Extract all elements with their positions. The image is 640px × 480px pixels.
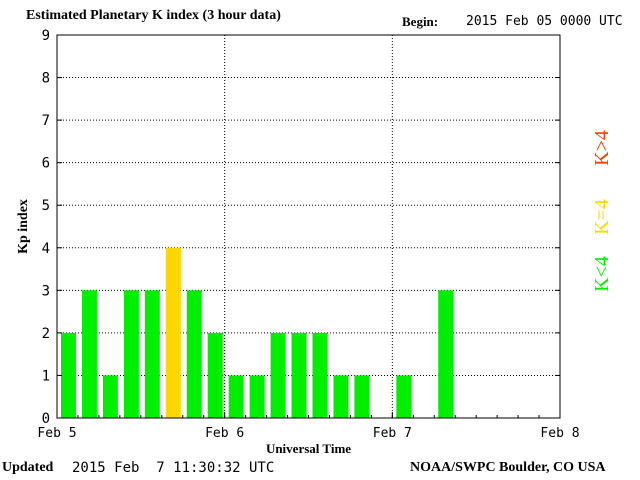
kp-bar [102, 375, 118, 418]
kp-bar [144, 290, 160, 418]
kp-bar [81, 290, 97, 418]
kp-bar [270, 332, 286, 418]
y-tick-label: 6 [42, 156, 50, 172]
x-tick-label: Feb 5 [37, 426, 76, 441]
begin-value: 2015 Feb 05 0000 UTC [466, 14, 623, 29]
kp-bar [291, 332, 307, 418]
y-tick-label: 2 [42, 326, 50, 342]
kp-bar [186, 290, 202, 418]
chart-title: Estimated Planetary K index (3 hour data… [26, 8, 281, 23]
legend-item: K>4 [591, 130, 613, 166]
y-tick-label: 7 [42, 113, 50, 129]
y-tick-label: 0 [42, 411, 50, 427]
kp-bar [207, 332, 223, 418]
kp-bar [312, 332, 328, 418]
x-tick-label: Feb 6 [205, 426, 244, 441]
x-tick-label: Feb 8 [540, 426, 579, 441]
kp-bar [123, 290, 139, 418]
y-tick-label: 1 [42, 368, 50, 384]
kp-bar [438, 290, 454, 418]
updated-timestamp: 2015 Feb 7 11:30:32 UTC [72, 460, 275, 476]
begin-label: Begin: [402, 14, 439, 29]
kp-bar [228, 375, 244, 418]
legend-item: K=4 [591, 199, 613, 235]
kp-bar [61, 332, 76, 418]
credit-text: NOAA/SWPC Boulder, CO USA [410, 460, 606, 475]
updated-label: Updated [2, 460, 54, 475]
y-axis-label: Kp index [16, 199, 31, 254]
y-tick-label: 5 [42, 198, 50, 214]
kp-bar [333, 375, 349, 418]
y-tick-label: 9 [42, 28, 50, 44]
y-tick-label: 8 [42, 71, 50, 87]
x-axis-label: Universal Time [266, 441, 351, 456]
kp-bar [165, 247, 181, 418]
kp-bar [396, 375, 412, 418]
x-tick-label: Feb 7 [373, 426, 412, 441]
kp-bar [249, 375, 265, 418]
y-tick-label: 4 [42, 241, 50, 257]
legend-item: K<4 [591, 256, 613, 292]
kp-bar [354, 375, 370, 418]
y-tick-label: 3 [42, 283, 50, 299]
